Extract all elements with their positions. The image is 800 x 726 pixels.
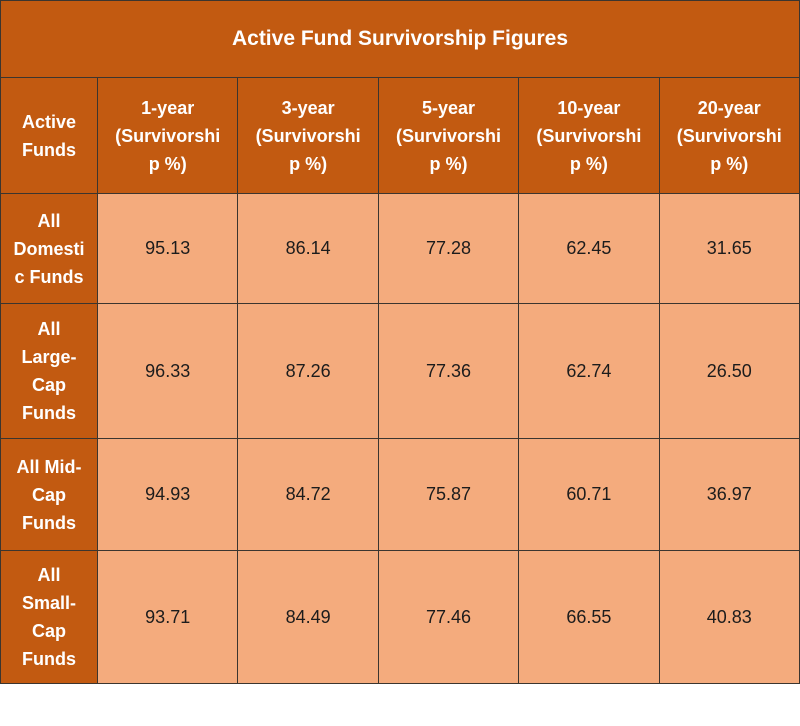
data-cell: 62.74 <box>518 303 660 439</box>
row-header-all-mid-cap-funds: All Mid-Cap Funds <box>0 438 98 551</box>
data-cell: 96.33 <box>96 303 239 439</box>
data-cell: 84.72 <box>237 438 379 551</box>
row-header-all-small-cap-funds: All Small-Cap Funds <box>0 550 98 684</box>
row-header-all-large-cap-funds: All Large-Cap Funds <box>0 303 98 439</box>
title-row: Active Fund Survivorship Figures <box>0 0 800 78</box>
table-row-all-small-cap-funds: All Small-Cap Funds 93.71 84.49 77.46 66… <box>0 550 800 684</box>
header-row: Active Funds 1-year (Survivorship %) 3-y… <box>0 77 800 194</box>
data-cell: 40.83 <box>658 550 800 684</box>
data-cell: 86.14 <box>237 193 379 304</box>
column-header-3-year: 3-year (Survivorship %) <box>237 77 379 194</box>
data-cell: 77.46 <box>377 550 520 684</box>
data-cell: 62.45 <box>518 193 660 304</box>
data-cell: 77.28 <box>377 193 520 304</box>
data-cell: 26.50 <box>658 303 800 439</box>
data-cell: 60.71 <box>518 438 660 551</box>
data-cell: 31.65 <box>658 193 800 304</box>
data-cell: 66.55 <box>518 550 660 684</box>
survivorship-table: Active Fund Survivorship Figures Active … <box>0 0 800 684</box>
column-header-5-year: 5-year (Survivorship %) <box>377 77 520 194</box>
data-cell: 36.97 <box>658 438 800 551</box>
column-header-10-year: 10-year (Survivorship %) <box>518 77 660 194</box>
table-row-all-mid-cap-funds: All Mid-Cap Funds 94.93 84.72 75.87 60.7… <box>0 438 800 551</box>
data-cell: 93.71 <box>96 550 239 684</box>
data-cell: 77.36 <box>377 303 520 439</box>
column-header-20-year: 20-year (Survivorship %) <box>658 77 800 194</box>
data-cell: 75.87 <box>377 438 520 551</box>
data-cell: 94.93 <box>96 438 239 551</box>
data-cell: 87.26 <box>237 303 379 439</box>
data-cell: 95.13 <box>96 193 239 304</box>
row-header-all-domestic-funds: All Domestic Funds <box>0 193 98 304</box>
data-cell: 84.49 <box>237 550 379 684</box>
column-header-1-year: 1-year (Survivorship %) <box>96 77 239 194</box>
table-title: Active Fund Survivorship Figures <box>0 0 800 78</box>
column-header-active-funds: Active Funds <box>0 77 98 194</box>
table-row-all-large-cap-funds: All Large-Cap Funds 96.33 87.26 77.36 62… <box>0 303 800 439</box>
table-row-all-domestic-funds: All Domestic Funds 95.13 86.14 77.28 62.… <box>0 193 800 304</box>
